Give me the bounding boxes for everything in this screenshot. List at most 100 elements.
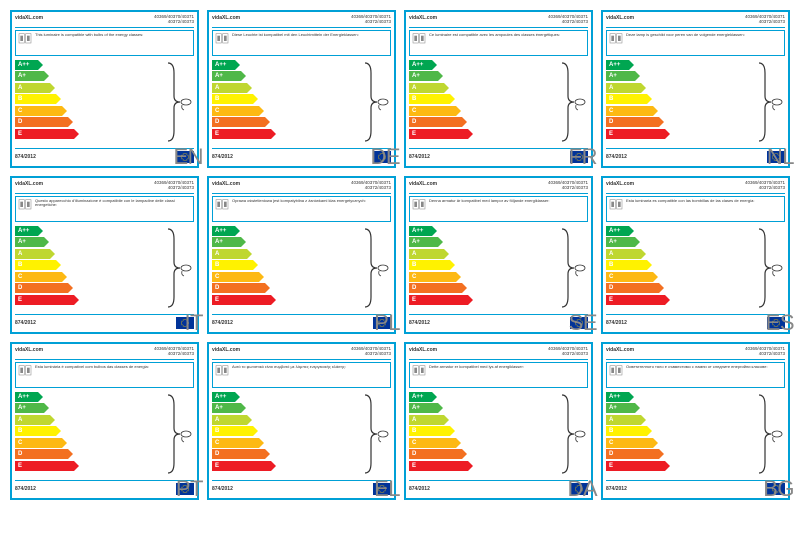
energy-arrows: A++A+ABCDE <box>212 60 361 145</box>
energy-arrow-aplusplus: A++ <box>15 60 164 70</box>
energy-arrows: A++A+ABCDE <box>409 60 558 145</box>
regulation-number: 874/2012 <box>212 154 233 160</box>
energy-arrow-c: C <box>212 272 361 282</box>
bulb-icon <box>412 199 426 215</box>
energy-arrow-d: D <box>409 283 558 293</box>
energy-label-card: vidaXL.com40369/40370/4037140372/40373 D… <box>601 10 790 168</box>
energy-labels-grid: vidaXL.com 40369/40370/4037140372/40373 T… <box>10 10 790 500</box>
product-id: 40369/40370/4037140372/40373 <box>154 15 194 25</box>
energy-arrow-d: D <box>606 283 755 293</box>
energy-arrows: A++A+ABCDE <box>212 392 361 477</box>
energy-arrows: A++A+ABCDE <box>606 60 755 145</box>
language-code: EN <box>173 144 203 170</box>
label-header: vidaXL.com40369/40370/4037140372/40373 <box>15 181 194 194</box>
label-footer: 874/2012 <box>606 314 785 329</box>
label-footer: 874/2012 <box>212 148 391 163</box>
energy-arrow-e: E <box>606 461 755 471</box>
label-header: vidaXL.com40369/40370/4037140372/40373 <box>409 15 588 28</box>
energy-arrow-b: B <box>409 426 558 436</box>
energy-arrow-aplus: A+ <box>409 403 558 413</box>
regulation-number: 874/2012 <box>212 486 233 492</box>
energy-arrow-d: D <box>606 117 755 127</box>
label-cell-nl: vidaXL.com40369/40370/4037140372/40373 D… <box>601 10 790 168</box>
compatibility-text: Deze lamp is geschikt voor peren van de … <box>626 33 745 53</box>
energy-arrow-a: A <box>212 249 361 259</box>
label-cell-bg: vidaXL.com 40369/40370/4037140372/40373 О… <box>601 342 790 500</box>
energy-arrows: A++A+ABCDE <box>212 226 361 311</box>
brand-name: vidaXL.com <box>15 347 43 353</box>
energy-arrow-aplusplus: A++ <box>606 226 755 236</box>
energy-arrow-c: C <box>212 106 361 116</box>
energy-arrow-e: E <box>212 129 361 139</box>
label-header: vidaXL.com 40369/40370/4037140372/40373 <box>606 347 785 360</box>
energy-arrows: A++A+ABCDE <box>15 392 164 477</box>
regulation-number: 874/2012 <box>606 154 627 160</box>
energy-arrow-e: E <box>15 461 164 471</box>
bracket-icon <box>558 392 588 477</box>
label-footer: 874/2012 <box>15 314 194 329</box>
energy-arrow-a: A <box>409 83 558 93</box>
brand-name: vidaXL.com <box>212 15 240 21</box>
energy-class-section: A++A+ABCDE <box>606 60 785 145</box>
product-id: 40369/40370/4037140372/40373 <box>745 347 785 357</box>
language-code: DA <box>567 476 597 502</box>
energy-label-card: vidaXL.com40369/40370/4037140372/40373 D… <box>404 176 593 334</box>
brand-name: vidaXL.com <box>606 181 634 187</box>
compatibility-box: This luminaire is compatible with bulbs … <box>15 30 194 56</box>
label-footer: 874/2012 <box>409 314 588 329</box>
bracket-icon <box>361 226 391 311</box>
energy-arrow-aplus: A+ <box>212 403 361 413</box>
energy-arrow-b: B <box>409 260 558 270</box>
regulation-number: 874/2012 <box>409 154 430 160</box>
energy-arrow-b: B <box>212 426 361 436</box>
compatibility-box: Αυτό το φωτιστικό είναι συμβατό με λάμπε… <box>212 362 391 388</box>
compatibility-text: Осветителното тяло е съвместимо с лампи … <box>626 365 768 385</box>
bracket-icon <box>361 60 391 145</box>
bulb-icon <box>18 365 32 381</box>
compatibility-box: Diese Leuchte ist kompatibel mit den Leu… <box>212 30 391 56</box>
regulation-number: 874/2012 <box>15 320 36 326</box>
compatibility-box: Deze lamp is geschikt voor peren van de … <box>606 30 785 56</box>
energy-arrow-aplusplus: A++ <box>212 226 361 236</box>
language-code: NL <box>767 144 794 170</box>
energy-class-section: A++A+ABCDE <box>15 226 194 311</box>
bulb-icon <box>609 199 623 215</box>
compatibility-box: Esta luminária é compatível com bulbos d… <box>15 362 194 388</box>
energy-arrow-a: A <box>409 249 558 259</box>
energy-arrow-a: A <box>15 249 164 259</box>
bulb-icon <box>609 33 623 49</box>
product-id: 40369/40370/4037140372/40373 <box>351 181 391 191</box>
energy-arrow-b: B <box>606 94 755 104</box>
energy-arrow-e: E <box>409 461 558 471</box>
bracket-icon <box>755 226 785 311</box>
bulb-icon <box>18 199 32 215</box>
regulation-number: 874/2012 <box>15 154 36 160</box>
product-id: 40369/40370/4037140372/40373 <box>351 347 391 357</box>
energy-arrow-c: C <box>15 438 164 448</box>
brand-name: vidaXL.com <box>212 347 240 353</box>
language-code: PL <box>374 310 400 336</box>
energy-arrows: A++A+ABCDE <box>409 392 558 477</box>
bulb-icon <box>215 199 229 215</box>
energy-class-section: A++A+ABCDE <box>409 60 588 145</box>
energy-arrow-aplus: A+ <box>606 237 755 247</box>
regulation-number: 874/2012 <box>606 486 627 492</box>
energy-arrow-c: C <box>409 438 558 448</box>
compatibility-box: Ce luminaire est compatible avec les amp… <box>409 30 588 56</box>
energy-arrow-a: A <box>212 83 361 93</box>
energy-class-section: A++A+ABCDE <box>409 392 588 477</box>
bracket-icon <box>558 60 588 145</box>
energy-arrow-d: D <box>409 449 558 459</box>
bulb-icon <box>412 365 426 381</box>
energy-arrow-e: E <box>409 295 558 305</box>
language-code: EL <box>374 476 400 502</box>
label-cell-de: vidaXL.com40369/40370/4037140372/40373 D… <box>207 10 396 168</box>
brand-name: vidaXL.com <box>606 347 634 353</box>
energy-arrow-e: E <box>15 295 164 305</box>
energy-arrow-a: A <box>606 249 755 259</box>
energy-arrow-aplus: A+ <box>606 71 755 81</box>
energy-label-card: vidaXL.com40369/40370/4037140372/40373 O… <box>207 176 396 334</box>
energy-arrow-a: A <box>15 83 164 93</box>
language-code: ES <box>766 310 794 336</box>
energy-arrow-c: C <box>409 106 558 116</box>
